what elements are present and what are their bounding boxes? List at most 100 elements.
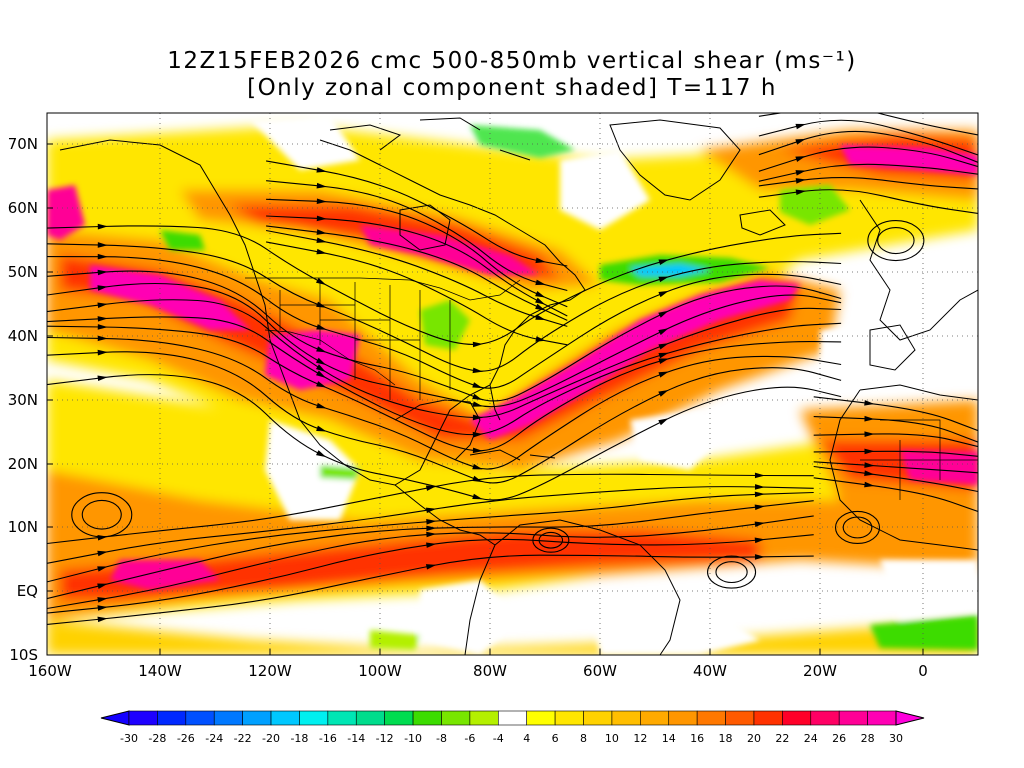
shade-orange <box>47 230 840 470</box>
shade-magenta <box>900 450 978 485</box>
streamline-loop <box>532 527 570 553</box>
streamline-arrow <box>658 276 669 283</box>
streamline <box>758 130 978 163</box>
streamline-arrow <box>795 156 806 162</box>
shade-green <box>420 300 470 350</box>
lon-label-60w: 60W <box>583 662 617 680</box>
shade-magenta <box>90 265 250 330</box>
streamline <box>47 351 842 484</box>
streamline-arrow <box>425 485 437 491</box>
streamline <box>47 225 842 345</box>
lat-label-30n: 30N <box>7 391 38 409</box>
colorbar-cell <box>157 710 187 726</box>
streamline-arrow <box>658 389 669 397</box>
colorbar-cell <box>668 710 698 726</box>
streamline <box>47 554 814 625</box>
colorbar-cell <box>213 710 243 726</box>
shear-shading <box>47 115 978 655</box>
streamline-arrow <box>316 301 327 308</box>
colorbar-cell <box>583 710 613 726</box>
streamline-arrow <box>658 259 669 265</box>
shade-magenta <box>47 185 85 240</box>
streamline-arrow <box>97 253 108 260</box>
streamline-arrow <box>425 507 437 514</box>
streamline-arrow <box>97 550 108 557</box>
streamline-arrow <box>315 450 327 458</box>
streamline-loop <box>707 555 757 589</box>
colorbar-cell <box>696 710 726 726</box>
streamline <box>758 176 978 190</box>
lat-label-20n: 20N <box>7 455 38 473</box>
colorbar-label: 6 <box>551 732 559 745</box>
map-frame <box>46 112 979 656</box>
colorbar-label: -14 <box>347 732 366 745</box>
shade-white <box>820 320 900 390</box>
colorbar-high-arrow <box>895 710 925 726</box>
lat-label-50n: 50N <box>7 263 38 281</box>
streamline-arrow <box>535 336 546 342</box>
streamline-arrow <box>535 314 546 321</box>
streamline-arrow <box>97 566 108 572</box>
greenland-coast <box>609 119 741 201</box>
lat-label-60n: 60N <box>7 199 38 217</box>
colorbar-low-arrow <box>100 710 130 726</box>
streamline-arrow <box>97 616 108 623</box>
streamline-arrow <box>535 297 546 305</box>
streamline-arrow <box>472 447 483 454</box>
colorbar-cell <box>526 710 556 726</box>
africa-coast <box>829 384 978 551</box>
colorbar-label: 18 <box>718 732 733 745</box>
shade-green <box>370 630 420 650</box>
streamline-arrow <box>472 341 483 348</box>
colorbar-cells <box>100 710 925 726</box>
streamline-arrow <box>472 401 483 407</box>
lon-label-20w: 20W <box>803 662 837 680</box>
streamline <box>758 163 978 182</box>
shade-yellow <box>47 620 978 655</box>
streamline-arrow <box>97 285 108 291</box>
streamline-arrow <box>426 519 437 525</box>
streamline-arrow <box>658 328 669 336</box>
lon-label-140w: 140W <box>138 662 182 680</box>
streamline-arrow <box>795 138 806 145</box>
streamline-arrow <box>97 335 108 342</box>
streamline-arrow <box>864 400 875 406</box>
lon-label-40w: 40W <box>693 662 727 680</box>
streamline-arrow <box>316 182 327 189</box>
colorbar-label: -22 <box>233 732 252 745</box>
lat-label-40n: 40N <box>7 327 38 345</box>
colorbar-label: -12 <box>375 732 394 745</box>
axis-ticks <box>47 143 924 655</box>
streamline <box>266 215 568 317</box>
colorbar-cell <box>867 710 897 726</box>
streamline <box>47 500 814 600</box>
colorbar-label: -24 <box>205 732 224 745</box>
streamline-arrow <box>472 393 483 400</box>
colorbar-label: -16 <box>318 732 337 745</box>
streamline <box>266 198 568 308</box>
streamline-loop <box>842 516 873 539</box>
streamline-arrow <box>315 370 327 378</box>
streamline-arrow <box>316 324 327 330</box>
streamline-arrow <box>864 462 875 468</box>
gulf-of-mexico-coast <box>394 399 481 461</box>
colorbar-cell <box>497 710 528 726</box>
shade-white <box>265 420 360 520</box>
streamline <box>47 299 842 419</box>
colorbar-cell <box>469 710 499 726</box>
colorbar-label: 10 <box>604 732 619 745</box>
shear-streamlines <box>47 113 978 625</box>
streamline <box>758 189 978 214</box>
streamline-arrow <box>754 472 765 479</box>
streamline-arrow <box>316 425 327 432</box>
florida-coast <box>489 384 501 421</box>
streamline-loop <box>715 561 748 584</box>
streamline-arrow <box>316 237 327 243</box>
streamline-arrow <box>316 346 327 353</box>
streamline-arrow <box>795 178 807 184</box>
streamline-arrow <box>316 198 327 205</box>
streamline <box>47 282 842 408</box>
lat-label-10s: 10S <box>9 646 38 664</box>
streamline-arrow <box>316 215 327 222</box>
